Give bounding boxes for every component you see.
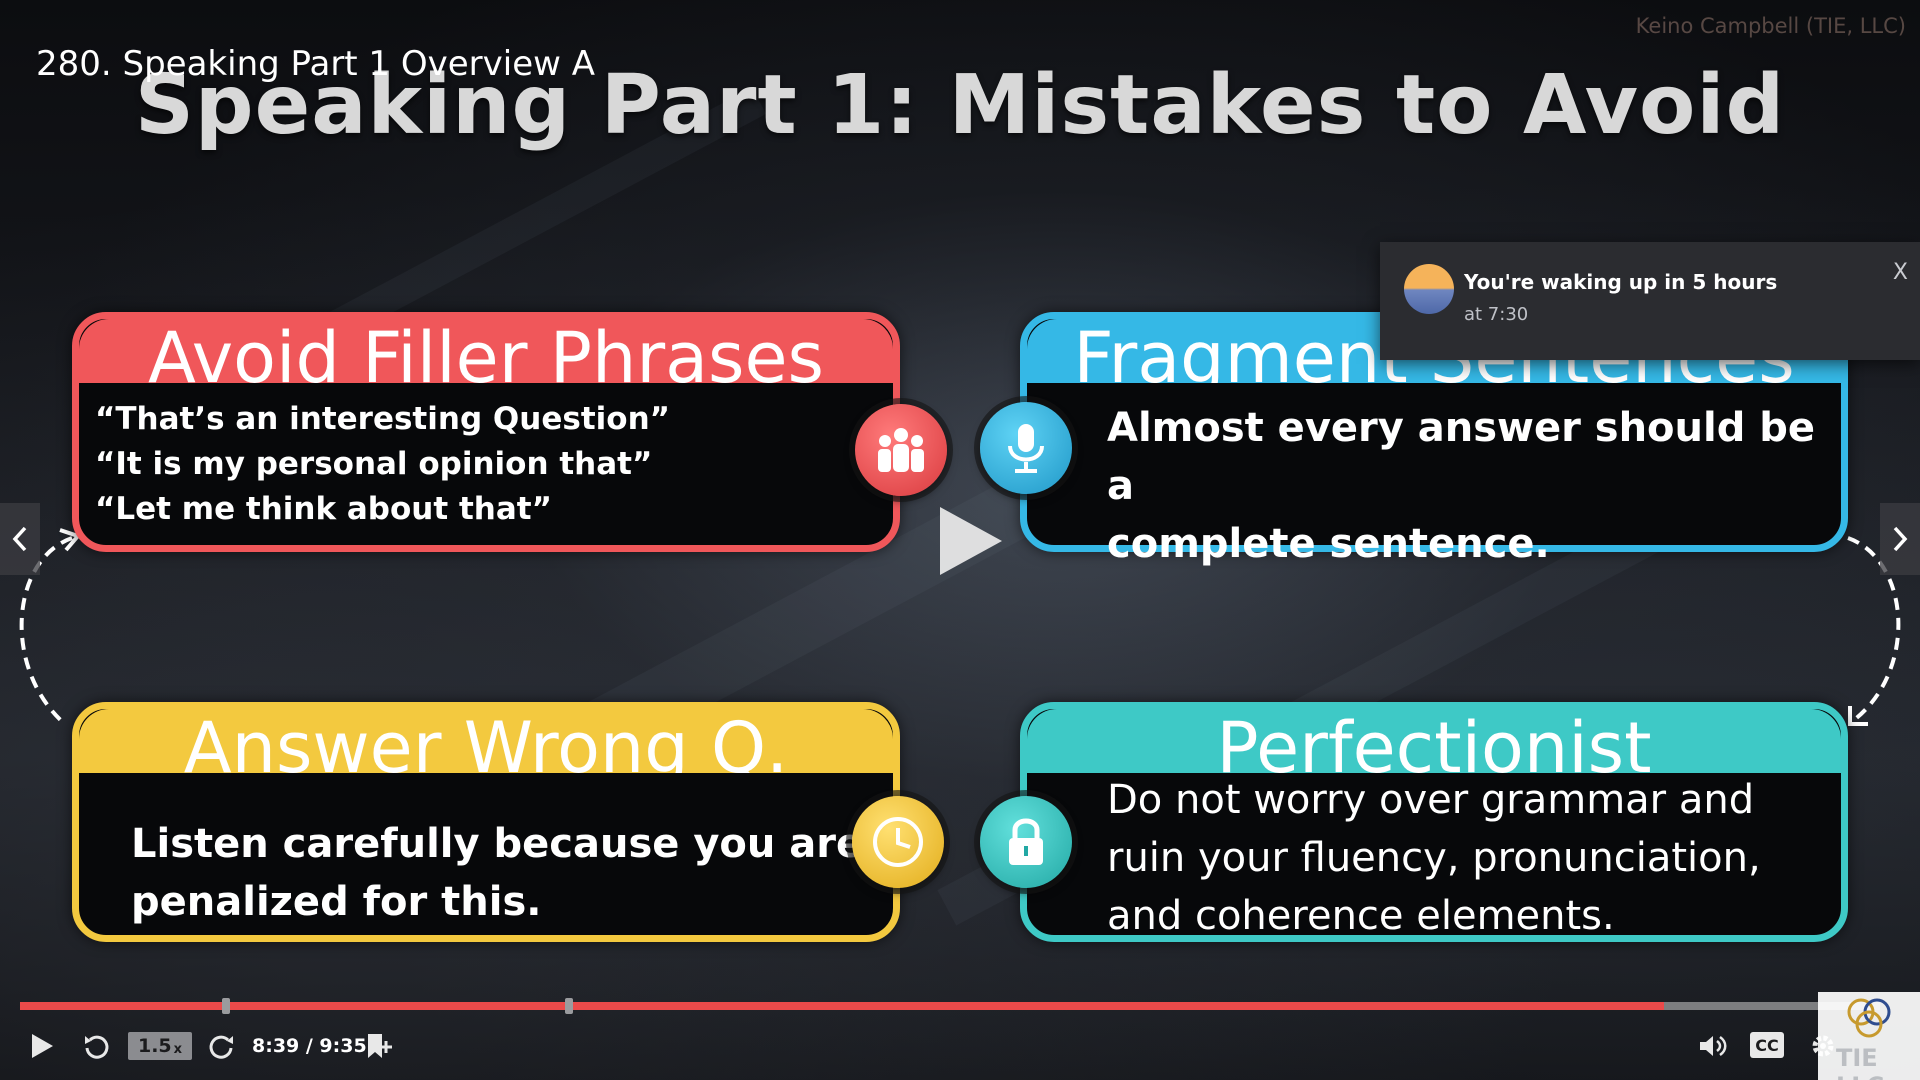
card-line: complete sentence.: [1107, 521, 1550, 567]
playback-speed-button[interactable]: 1.5 x: [128, 1032, 192, 1060]
speed-suffix: x: [173, 1041, 183, 1057]
sunrise-avatar-icon: [1404, 264, 1454, 314]
notification-close-button[interactable]: X: [1892, 260, 1908, 285]
card-perfectionist: Perfectionist Do not worry over grammar …: [1020, 702, 1848, 942]
chapter-marker[interactable]: [222, 998, 231, 1014]
card-line: ruin your fluency, pronunciation,: [1107, 835, 1761, 881]
card-answer-wrong-question: Answer Wrong Q. Listen carefully because…: [72, 702, 900, 942]
card-line: penalized for this.: [131, 879, 542, 925]
card-body: Do not worry over grammar and ruin your …: [1107, 771, 1761, 945]
notification-toast[interactable]: You're waking up in 5 hours at 7:30 X: [1380, 242, 1920, 360]
card-body: “That’s an interesting Question” “It is …: [95, 397, 670, 532]
logo-text: TIE LLC: [1836, 1044, 1884, 1080]
channel-logo: [1818, 992, 1920, 1080]
chevron-right-icon: [1893, 526, 1908, 552]
rewind-icon: [85, 1035, 109, 1059]
card-line: and coherence elements.: [1107, 893, 1615, 939]
card-heading: Perfectionist: [1027, 709, 1841, 773]
play-button[interactable]: [24, 1024, 60, 1068]
next-arrow-button[interactable]: [1880, 503, 1920, 575]
volume-icon: [1700, 1035, 1727, 1057]
card-line: “Let me think about that”: [95, 491, 552, 527]
chapter-marker[interactable]: [564, 998, 573, 1014]
card-line: Almost every answer should be a: [1107, 405, 1816, 509]
card-line: “It is my personal opinion that”: [95, 446, 653, 482]
add-bookmark-button[interactable]: [362, 1024, 396, 1068]
lock-icon: [980, 796, 1072, 888]
forward-icon: [209, 1035, 233, 1059]
notification-title: You're waking up in 5 hours: [1464, 270, 1778, 294]
knot-logo-icon: [1847, 998, 1891, 1038]
progress-bar[interactable]: [20, 998, 1880, 1014]
card-heading: Avoid Filler Phrases: [79, 319, 893, 383]
volume-button[interactable]: [1696, 1024, 1730, 1068]
play-icon: [32, 1034, 53, 1058]
card-line: “That’s an interesting Question”: [95, 401, 671, 437]
progress-fill: [20, 1002, 1665, 1010]
center-play-icon[interactable]: [936, 505, 1006, 577]
chevron-left-icon: [12, 526, 27, 552]
watermark: Keino Campbell (TIE, LLC): [1635, 14, 1906, 38]
card-heading: Answer Wrong Q.: [79, 709, 893, 773]
slide-title: Speaking Part 1: Mistakes to Avoid: [134, 58, 1786, 153]
notification-subtitle: at 7:30: [1464, 304, 1529, 325]
rewind-button[interactable]: [78, 1024, 114, 1068]
clock-icon: [852, 796, 944, 888]
forward-button[interactable]: [204, 1024, 240, 1068]
speed-value: 1.5: [137, 1035, 172, 1057]
people-icon: [855, 404, 947, 496]
cycle-arrow-right-icon: [1847, 536, 1901, 726]
previous-arrow-button[interactable]: [0, 503, 40, 575]
time-display: 8:39 / 9:35: [252, 1035, 367, 1057]
video-title: 280. Speaking Part 1 Overview A: [36, 44, 596, 84]
card-body: Almost every answer should be a complete…: [1107, 399, 1841, 573]
card-line: Do not worry over grammar and: [1107, 777, 1755, 823]
card-avoid-filler-phrases: Avoid Filler Phrases “That’s an interest…: [72, 312, 900, 552]
captions-button[interactable]: CC: [1750, 1032, 1784, 1058]
card-line: Listen carefully because you are: [131, 821, 864, 867]
card-body: Listen carefully because you are penaliz…: [131, 815, 863, 931]
player-controls: 1.5 x 8:39 / 9:35 CC: [0, 1024, 1920, 1074]
microphone-icon: [980, 402, 1072, 494]
bookmark-add-icon: [368, 1034, 392, 1058]
